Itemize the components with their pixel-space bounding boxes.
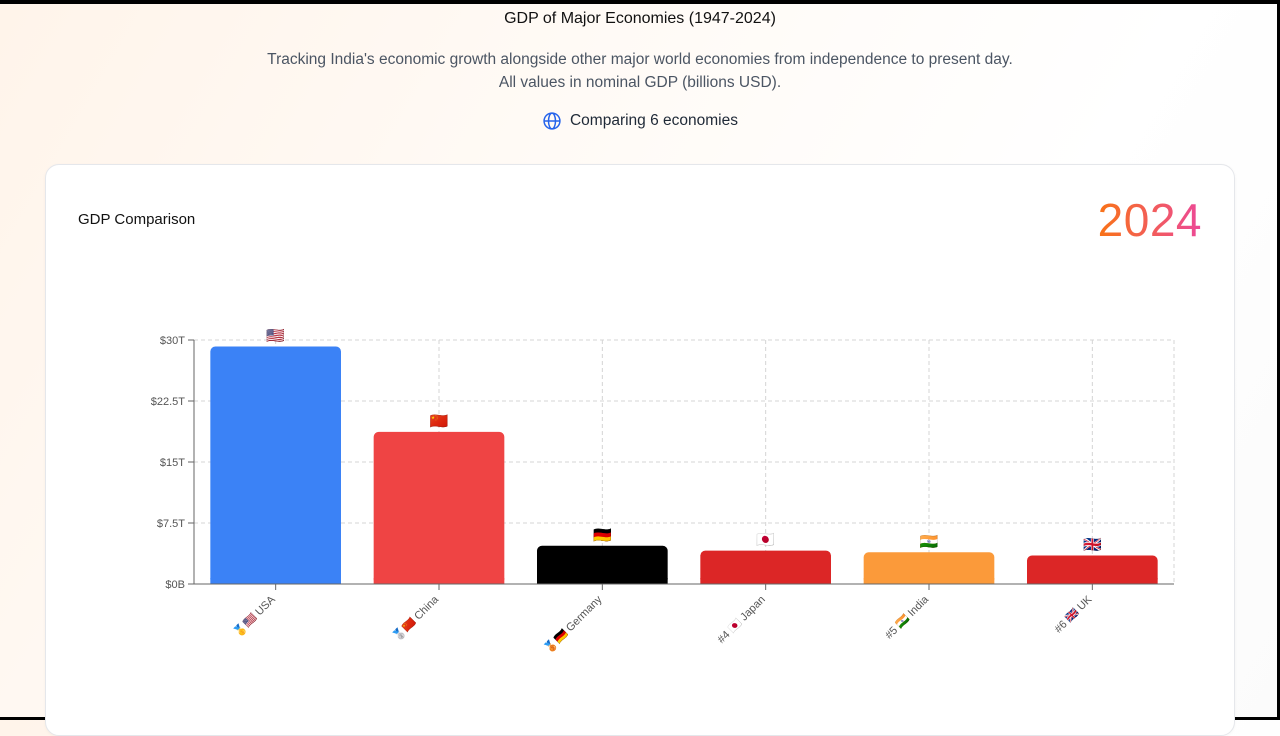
- bar-flag-india: 🇮🇳: [920, 533, 939, 550]
- x-tick-label: #6 🇬🇧 UK: [1052, 592, 1095, 635]
- bar-base-germany: [537, 578, 668, 584]
- bar-china: [373, 431, 505, 584]
- chart-card: GDP Comparison 2024 $0B $7.5T $15T $22.5T $3…: [45, 164, 1235, 736]
- bar-india: [863, 552, 995, 584]
- compare-label: Comparing 6 economies: [569, 112, 738, 129]
- compare-indicator: Comparing 6 economies: [0, 111, 1280, 131]
- y-tick-label: $7.5T: [157, 518, 185, 530]
- window-right-border: [1277, 0, 1280, 720]
- bar-uk: [1027, 555, 1158, 584]
- bar-usa: [210, 346, 341, 584]
- window-top-border: [0, 0, 1280, 4]
- x-tick-label: 🥇🇺🇸 USA: [231, 592, 278, 639]
- x-tick-label: #5 🇮🇳 India: [882, 592, 931, 641]
- bar-base-india: [863, 578, 995, 584]
- bar-flag-china: 🇨🇳: [430, 413, 449, 430]
- page-title: GDP of Major Economies (1947-2024): [504, 10, 776, 27]
- x-tick-label: 🥉🇩🇪 Germany: [542, 593, 605, 656]
- bar-base-japan: [700, 578, 831, 584]
- bar-flag-japan: 🇯🇵: [756, 532, 775, 549]
- bar-germany: [537, 545, 668, 584]
- bar-flag-usa: 🇺🇸: [266, 328, 285, 345]
- x-tick-label: 🥈🇨🇳 China: [390, 592, 442, 644]
- y-tick-label: $15T: [160, 457, 185, 469]
- bar-base-usa: [210, 578, 341, 584]
- bar-flag-uk: 🇬🇧: [1083, 537, 1102, 554]
- gdp-bar-chart: $0B $7.5T $15T $22.5T $30T 🇺🇸 🇨🇳 🇩🇪 🇯🇵 🇮🇳 🇬🇧 🥇🇺🇸 US…: [151, 328, 1175, 656]
- bar-base-uk: [1027, 578, 1158, 584]
- card-title: GDP Comparison: [78, 211, 196, 228]
- globe-icon: [543, 112, 561, 130]
- bar-flag-germany: 🇩🇪: [593, 527, 612, 544]
- x-tick-label: #4 🇯🇵 Japan: [715, 593, 768, 646]
- y-tick-label: $22.5T: [151, 396, 186, 408]
- year-display: 2024: [1097, 194, 1202, 246]
- bar-japan: [700, 550, 831, 584]
- y-tick-label: $30T: [160, 335, 185, 347]
- page-subtitle: Tracking India's economic growth alongsi…: [267, 51, 1013, 91]
- y-tick-label: $0B: [165, 579, 185, 591]
- bar-base-china: [373, 578, 505, 584]
